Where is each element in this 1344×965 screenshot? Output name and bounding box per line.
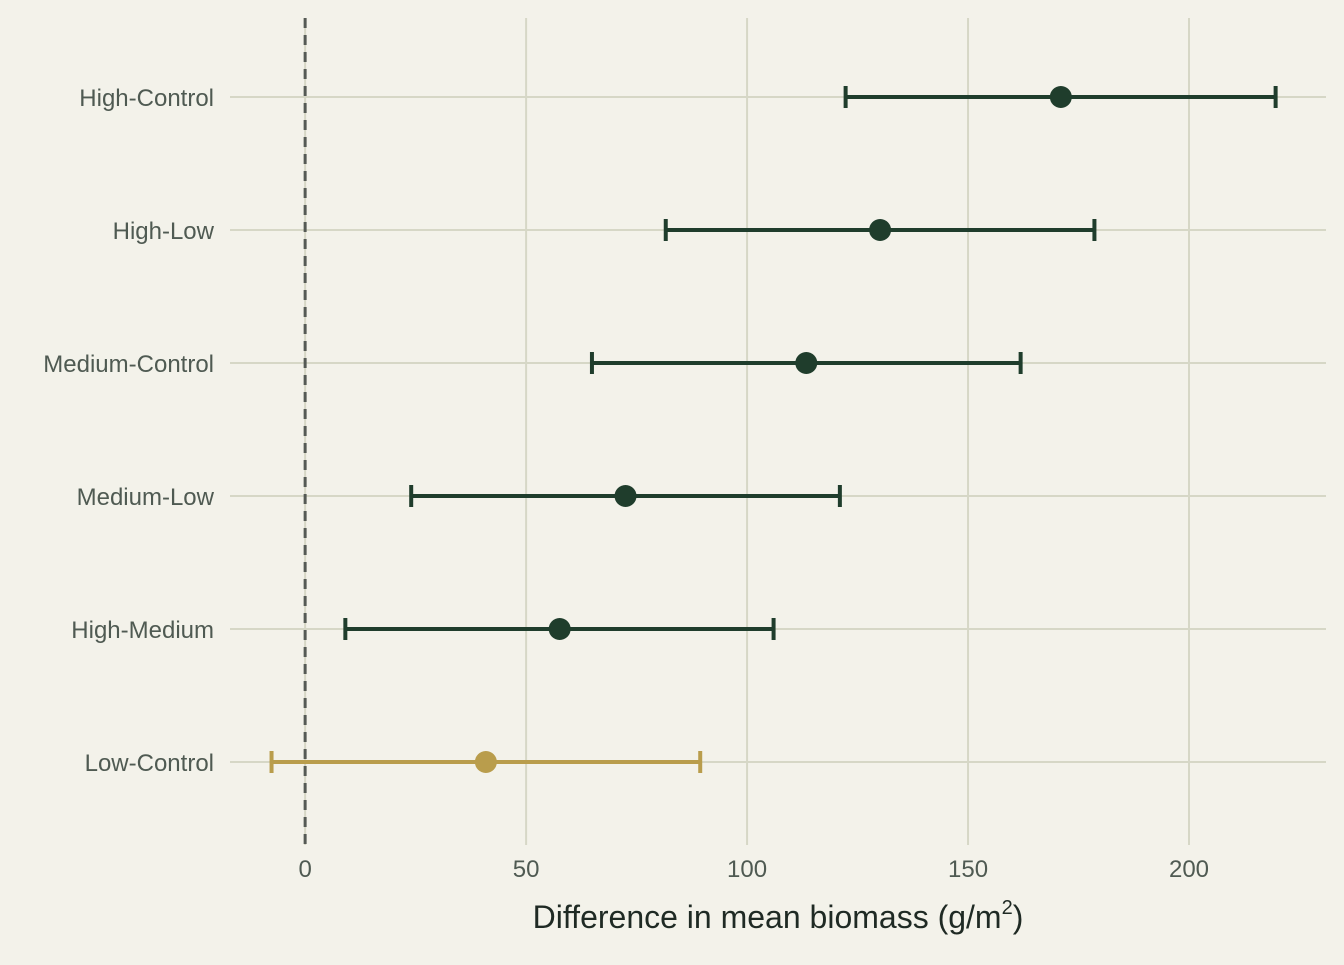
x-tick-label-50: 50 <box>513 856 540 883</box>
category-labels: High-Control High-Low Medium-Control Medium… <box>43 85 214 777</box>
x-axis-title: Difference in mean biomass (g/m2) <box>533 897 1024 935</box>
category-label-high-control: High-Control <box>79 85 214 112</box>
category-label-medium-control: Medium-Control <box>43 351 214 378</box>
x-tick-labels: 0 50 100 150 200 <box>298 856 1209 883</box>
category-label-low-control: Low-Control <box>85 750 214 777</box>
estimate-point-low-control <box>474 751 497 773</box>
x-axis-unit: g/m <box>948 899 1001 935</box>
estimate-point-medium-control <box>795 352 818 374</box>
estimate-point-medium-low <box>614 485 637 507</box>
estimate-point-high-control <box>1049 86 1072 108</box>
estimate-points <box>474 86 1072 773</box>
category-label-medium-low: Medium-Low <box>77 484 215 511</box>
estimate-point-high-low <box>869 219 892 241</box>
category-label-high-medium: High-Medium <box>71 617 214 644</box>
x-tick-label-0: 0 <box>298 856 311 883</box>
category-label-high-low: High-Low <box>113 218 215 245</box>
estimate-point-high-medium <box>548 618 571 640</box>
x-tick-label-200: 200 <box>1169 856 1209 883</box>
x-tick-label-150: 150 <box>948 856 988 883</box>
x-axis-unit-exponent: 2 <box>1002 897 1013 919</box>
x-axis-title-text: Difference in mean biomass <box>533 899 929 935</box>
x-tick-label-100: 100 <box>727 856 767 883</box>
